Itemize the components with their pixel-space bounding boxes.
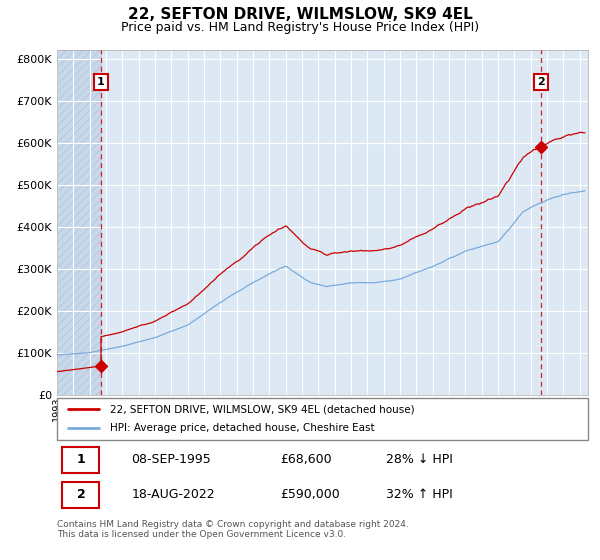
FancyBboxPatch shape <box>57 398 588 440</box>
Text: £590,000: £590,000 <box>280 488 340 501</box>
Bar <box>57 50 101 395</box>
Text: 18-AUG-2022: 18-AUG-2022 <box>131 488 215 501</box>
Text: 22, SEFTON DRIVE, WILMSLOW, SK9 4EL: 22, SEFTON DRIVE, WILMSLOW, SK9 4EL <box>128 7 472 22</box>
Bar <box>57 50 101 395</box>
Text: £68,600: £68,600 <box>280 454 332 466</box>
Text: 1: 1 <box>77 454 85 466</box>
Text: 2: 2 <box>77 488 85 501</box>
Text: Price paid vs. HM Land Registry's House Price Index (HPI): Price paid vs. HM Land Registry's House … <box>121 21 479 34</box>
FancyBboxPatch shape <box>62 482 100 507</box>
FancyBboxPatch shape <box>62 447 100 473</box>
Text: 1: 1 <box>97 77 105 87</box>
Text: 28% ↓ HPI: 28% ↓ HPI <box>386 454 453 466</box>
Text: 2: 2 <box>537 77 545 87</box>
Text: HPI: Average price, detached house, Cheshire East: HPI: Average price, detached house, Ches… <box>110 423 375 433</box>
Text: 22, SEFTON DRIVE, WILMSLOW, SK9 4EL (detached house): 22, SEFTON DRIVE, WILMSLOW, SK9 4EL (det… <box>110 404 415 414</box>
Text: 32% ↑ HPI: 32% ↑ HPI <box>386 488 453 501</box>
Text: 08-SEP-1995: 08-SEP-1995 <box>131 454 211 466</box>
Text: Contains HM Land Registry data © Crown copyright and database right 2024.
This d: Contains HM Land Registry data © Crown c… <box>57 520 409 539</box>
